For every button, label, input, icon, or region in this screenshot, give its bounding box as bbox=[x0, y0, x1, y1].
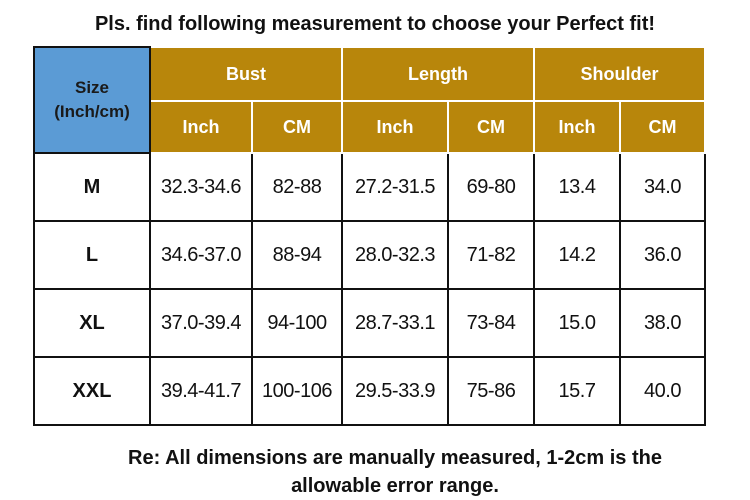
bust-cm-cell: 88-94 bbox=[251, 220, 343, 290]
bust-inch-cell: 32.3-34.6 bbox=[149, 152, 253, 222]
bust-cm-header: CM bbox=[251, 100, 343, 154]
length-cm-cell: 73-84 bbox=[447, 288, 535, 358]
length-inch-cell: 27.2-31.5 bbox=[341, 152, 449, 222]
size-unit-label: (Inch/cm) bbox=[54, 102, 130, 121]
bust-cm-cell: 82-88 bbox=[251, 152, 343, 222]
length-inch-cell: 28.7-33.1 bbox=[341, 288, 449, 358]
shoulder-cm-cell: 36.0 bbox=[618, 220, 707, 290]
note-line-1: Re: All dimensions are manually measured… bbox=[128, 447, 662, 469]
size-cell: L bbox=[33, 220, 151, 290]
table-row: L 34.6-37.0 88-94 28.0-32.3 71-82 14.2 3… bbox=[33, 220, 707, 290]
length-cm-header: CM bbox=[447, 100, 535, 154]
shoulder-inch-cell: 14.2 bbox=[533, 220, 621, 290]
length-inch-cell: 28.0-32.3 bbox=[341, 220, 449, 290]
bust-inch-cell: 39.4-41.7 bbox=[149, 356, 253, 426]
shoulder-inch-cell: 15.0 bbox=[533, 288, 621, 358]
bust-inch-cell: 37.0-39.4 bbox=[149, 288, 253, 358]
shoulder-cm-cell: 38.0 bbox=[618, 288, 707, 358]
bust-cm-cell: 100-106 bbox=[251, 356, 343, 426]
unit-header-row: Inch CM Inch CM Inch CM bbox=[34, 100, 707, 154]
table-row: M 32.3-34.6 82-88 27.2-31.5 69-80 13.4 3… bbox=[33, 152, 707, 222]
bust-header: Bust bbox=[149, 46, 343, 102]
measurement-note: Re: All dimensions are manually measured… bbox=[100, 444, 690, 500]
shoulder-cm-cell: 34.0 bbox=[618, 152, 707, 222]
size-corner-header: Size (Inch/cm) bbox=[33, 46, 151, 154]
shoulder-inch-header: Inch bbox=[533, 100, 621, 154]
shoulder-inch-cell: 15.7 bbox=[533, 356, 621, 426]
length-header: Length bbox=[341, 46, 535, 102]
size-label: Size bbox=[74, 78, 110, 97]
group-header-row: Size (Inch/cm) Bust Length Shoulder bbox=[33, 46, 707, 154]
length-cm-cell: 71-82 bbox=[447, 220, 535, 290]
shoulder-cm-header: CM bbox=[618, 100, 707, 154]
length-inch-cell: 29.5-33.9 bbox=[341, 356, 449, 426]
size-chart-table: Size (Inch/cm) Bust Length Shoulder Inch… bbox=[33, 46, 707, 426]
length-cm-cell: 69-80 bbox=[447, 152, 535, 222]
size-cell: XL bbox=[33, 288, 151, 358]
bust-inch-header: Inch bbox=[149, 100, 253, 154]
shoulder-header: Shoulder bbox=[532, 46, 707, 102]
size-cell: M bbox=[33, 152, 151, 222]
shoulder-cm-cell: 40.0 bbox=[618, 356, 707, 426]
length-cm-cell: 75-86 bbox=[447, 356, 535, 426]
size-cell: XXL bbox=[33, 356, 151, 426]
shoulder-inch-cell: 13.4 bbox=[533, 152, 621, 222]
table-row: XL 37.0-39.4 94-100 28.7-33.1 73-84 15.0… bbox=[33, 288, 707, 358]
bust-inch-cell: 34.6-37.0 bbox=[149, 220, 253, 290]
note-line-2: allowable error range. bbox=[291, 475, 499, 497]
page-title: Pls. find following measurement to choos… bbox=[94, 13, 656, 35]
bust-cm-cell: 94-100 bbox=[251, 288, 343, 358]
length-inch-header: Inch bbox=[341, 100, 449, 154]
table-row: XXL 39.4-41.7 100-106 29.5-33.9 75-86 15… bbox=[33, 356, 707, 426]
